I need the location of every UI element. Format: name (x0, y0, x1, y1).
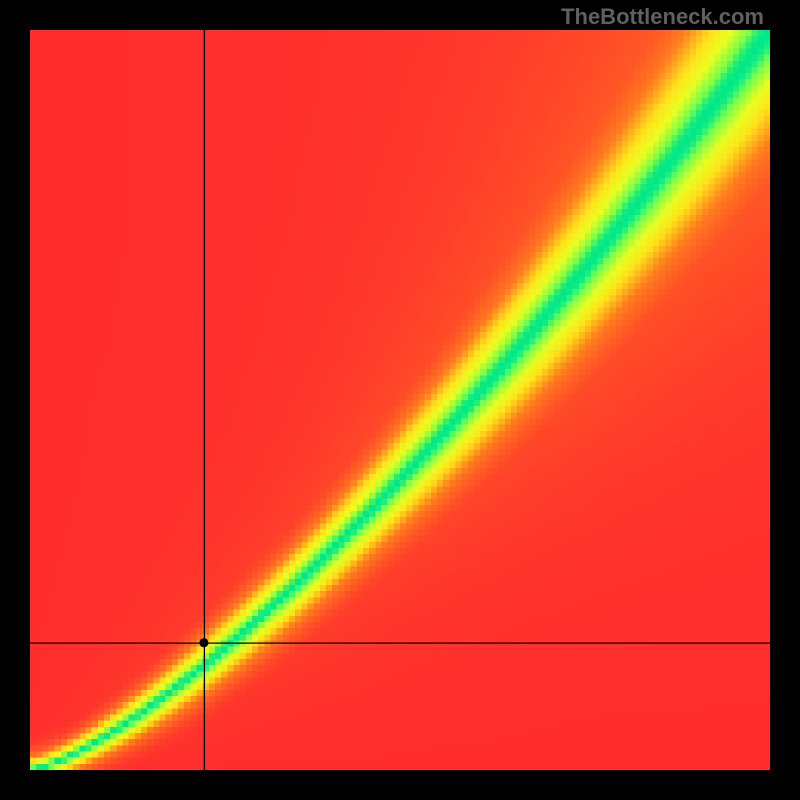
chart-container: TheBottleneck.com (0, 0, 800, 800)
crosshair-overlay (0, 0, 800, 800)
attribution-text: TheBottleneck.com (561, 4, 764, 30)
